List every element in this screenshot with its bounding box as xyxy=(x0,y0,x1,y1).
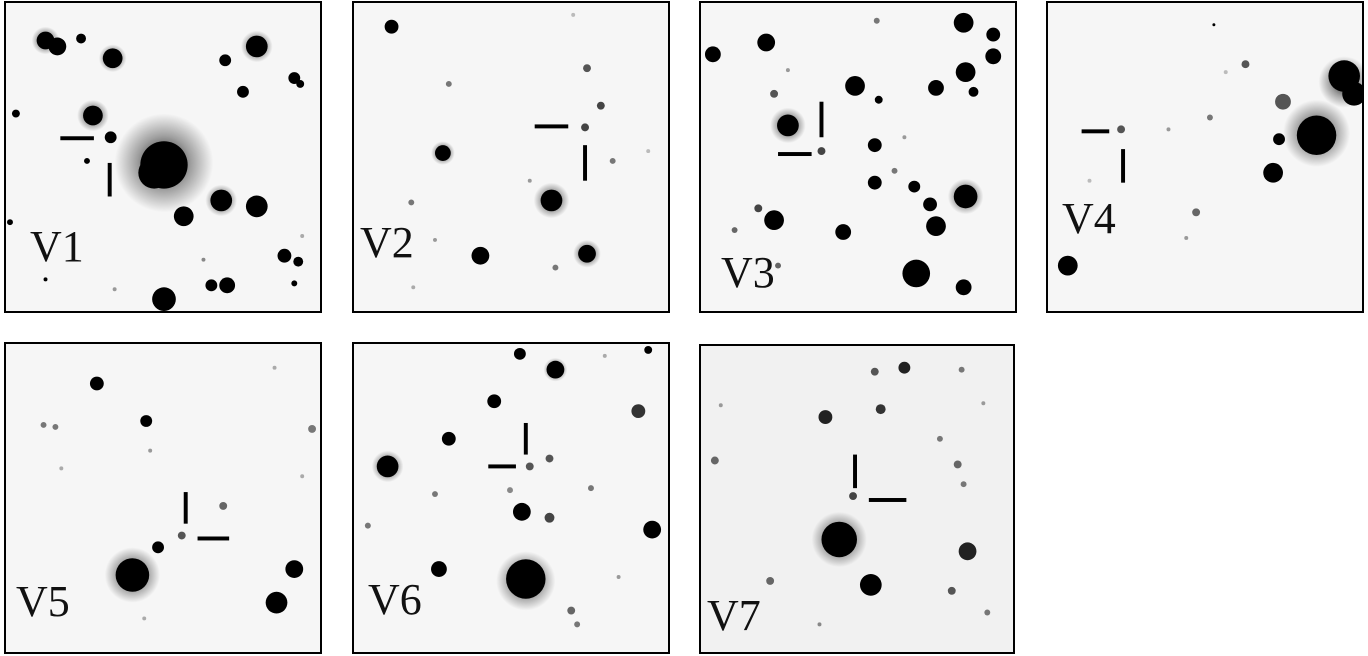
star-field-v3 xyxy=(704,12,1002,296)
panel-label: V7 xyxy=(707,591,761,640)
target-marker xyxy=(183,492,230,541)
panel-label: V4 xyxy=(1062,194,1116,243)
stars xyxy=(1057,23,1362,276)
stars xyxy=(40,365,317,621)
finder-chart-v6: V6 xyxy=(352,342,670,654)
target-marker xyxy=(534,124,588,181)
star-field-v6 xyxy=(364,345,662,628)
finder-chart-v4: V4 xyxy=(1046,1,1364,313)
stars xyxy=(710,361,991,627)
finder-chart-v5: V5 xyxy=(4,342,322,654)
star-field-v5 xyxy=(40,365,317,621)
star-field-v4 xyxy=(1057,23,1362,276)
target-marker xyxy=(1081,129,1126,183)
target-marker xyxy=(60,136,112,197)
star-field-v1 xyxy=(7,26,305,311)
target-marker xyxy=(853,454,907,502)
target-marker xyxy=(488,422,528,469)
star-field-v2 xyxy=(384,12,651,290)
finder-chart-v7: V7 xyxy=(699,344,1015,654)
finder-chart-v1: V1 xyxy=(4,1,322,313)
panel-label: V3 xyxy=(721,248,775,297)
stars xyxy=(704,12,1002,296)
star-field-v7 xyxy=(710,361,991,627)
target-marker xyxy=(778,101,824,157)
finder-chart-v3: V3 xyxy=(699,1,1017,313)
stars xyxy=(7,26,305,311)
stars xyxy=(364,345,662,628)
stars xyxy=(384,12,651,290)
panel-label: V5 xyxy=(16,577,70,626)
panel-label: V6 xyxy=(368,575,422,624)
panel-label: V1 xyxy=(30,222,84,271)
panel-label: V2 xyxy=(360,218,414,267)
finder-chart-v2: V2 xyxy=(352,1,670,313)
